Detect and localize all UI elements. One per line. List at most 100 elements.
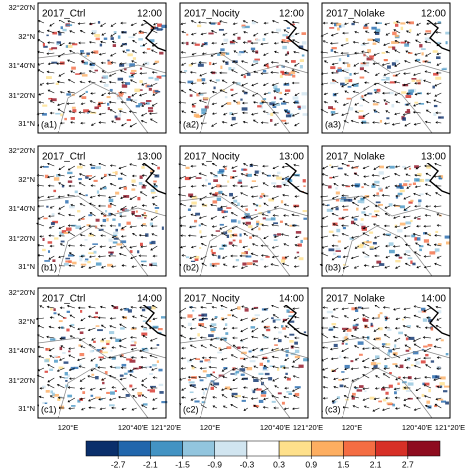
boundary	[199, 82, 291, 134]
wind-vector	[242, 111, 248, 115]
shading	[267, 91, 271, 94]
shading	[251, 180, 257, 182]
wind-vector	[362, 225, 370, 230]
panel-time: 14:00	[279, 294, 304, 305]
shading	[106, 342, 110, 346]
shading	[376, 260, 382, 264]
shading	[145, 100, 152, 102]
shading	[442, 67, 448, 70]
wind-vector	[333, 377, 339, 381]
wind-vector	[402, 324, 411, 329]
shading	[252, 390, 256, 394]
wind-vector	[352, 90, 359, 94]
wind-vector	[285, 325, 290, 329]
wind-vector	[79, 80, 86, 84]
wind-vector	[425, 172, 432, 177]
wind-vector	[263, 62, 269, 67]
panel-border	[179, 2, 309, 134]
shading	[372, 103, 379, 106]
shading	[141, 332, 148, 336]
shading	[138, 181, 143, 185]
shading	[95, 37, 100, 41]
shading	[243, 91, 248, 95]
wind-vector	[243, 50, 248, 54]
wind-vector	[262, 194, 269, 198]
shading	[198, 318, 204, 322]
wind-vector	[57, 396, 65, 400]
shading	[131, 340, 136, 343]
shading	[288, 179, 293, 183]
shading	[357, 200, 362, 204]
wind-vector	[240, 265, 248, 269]
shading	[286, 391, 292, 393]
wind-vector	[90, 51, 96, 54]
wind-vector	[261, 172, 269, 177]
wind-vector	[292, 407, 300, 411]
wind-vector	[240, 317, 248, 322]
wind-vector	[260, 347, 269, 351]
shading	[328, 328, 333, 331]
wind-vector	[46, 305, 55, 309]
wind-vector	[424, 120, 432, 124]
shading	[437, 398, 444, 401]
wind-vector	[78, 182, 86, 187]
wind-vector	[90, 357, 96, 362]
shading	[432, 85, 435, 89]
shading	[414, 101, 419, 104]
wind-vector	[231, 195, 238, 199]
wind-vector	[149, 118, 158, 124]
wind-vector	[322, 396, 329, 400]
shading	[283, 83, 290, 86]
wind-vector	[322, 316, 329, 320]
panel-border	[179, 287, 309, 419]
wind-vector	[109, 365, 117, 369]
shading	[359, 76, 365, 79]
shading	[241, 351, 247, 355]
shading	[335, 250, 341, 252]
shading	[152, 325, 159, 329]
wind-vector	[58, 234, 65, 238]
wind-vector	[99, 80, 106, 84]
shading	[188, 381, 195, 384]
shading	[150, 189, 155, 193]
wind-vector	[263, 21, 269, 25]
shading	[332, 222, 338, 226]
shading	[147, 107, 154, 110]
wind-vector	[283, 305, 290, 309]
shading	[139, 67, 143, 70]
shading	[203, 97, 209, 100]
shading	[107, 204, 112, 208]
shading	[392, 31, 397, 36]
shading	[132, 99, 138, 102]
wind-vector	[99, 245, 106, 248]
colorbar-box	[375, 440, 409, 457]
shading	[271, 400, 276, 403]
wind-vector	[343, 173, 349, 177]
wind-vector	[384, 326, 390, 329]
shading	[148, 76, 154, 80]
shading	[396, 185, 403, 189]
shading	[124, 67, 127, 71]
shading	[106, 96, 111, 99]
wind-vector	[283, 335, 290, 339]
shading	[87, 260, 91, 264]
shading	[192, 309, 195, 312]
wind-vector	[189, 195, 197, 198]
wind-vector	[47, 377, 55, 383]
shading	[290, 70, 296, 74]
wind-vector	[141, 82, 148, 86]
shading	[106, 218, 109, 222]
wind-vector	[152, 397, 158, 401]
wind-vector	[395, 317, 401, 321]
panel-time: 12:00	[421, 9, 446, 20]
shading	[120, 327, 125, 330]
wind-vector	[180, 245, 187, 249]
shading	[303, 217, 307, 220]
wind-vector	[189, 204, 197, 208]
wind-vector	[282, 262, 290, 267]
shading	[158, 368, 163, 372]
wind-vector	[263, 307, 269, 311]
wind-vector	[425, 205, 432, 208]
shading	[109, 88, 113, 92]
wind-vector	[108, 245, 117, 249]
